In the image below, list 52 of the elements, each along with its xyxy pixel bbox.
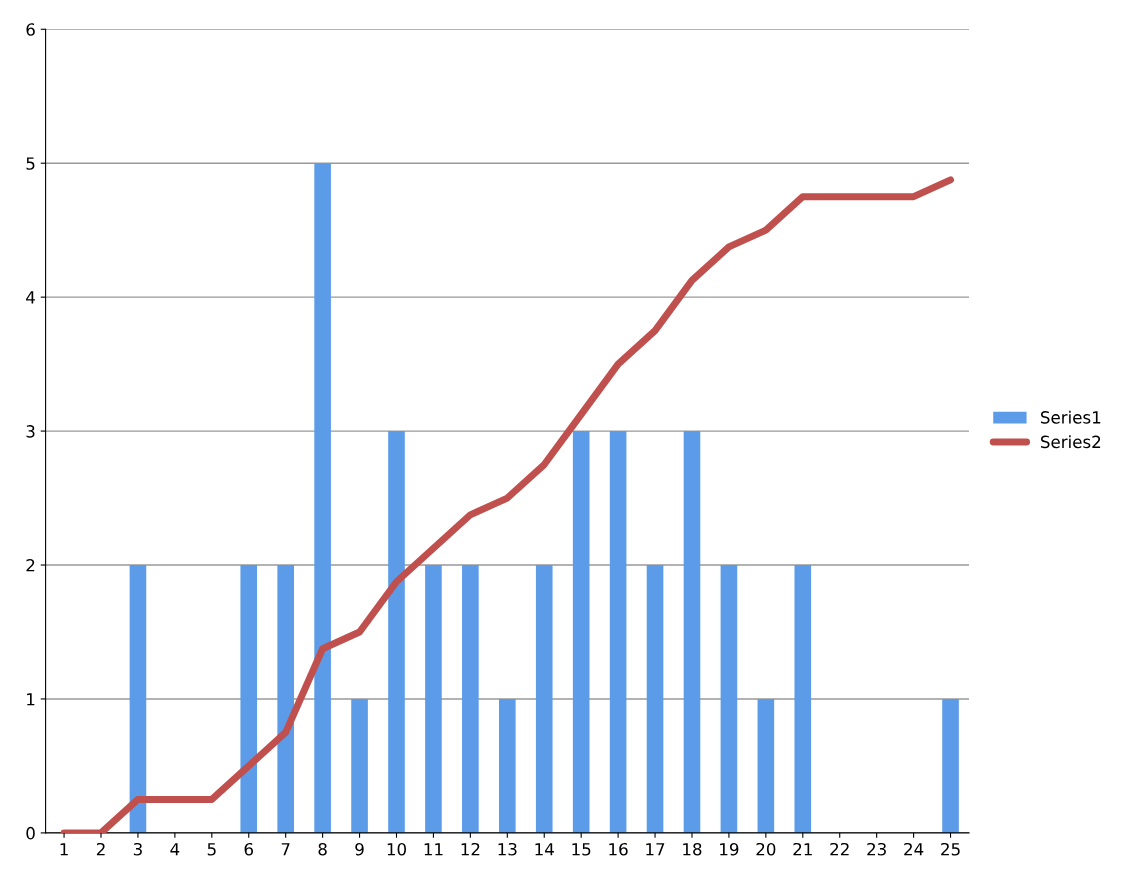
legend-label: Series2 <box>1041 435 1101 449</box>
x-tick-label: 12 <box>461 842 480 856</box>
x-tick-label: 2 <box>96 842 105 856</box>
bar <box>609 431 627 833</box>
bar <box>314 163 331 833</box>
x-tick-label: 14 <box>535 843 554 856</box>
bar <box>425 565 442 833</box>
x-tick-label: 17 <box>646 843 665 856</box>
bar <box>129 565 147 833</box>
x-tick-label: 4 <box>170 843 180 856</box>
bar <box>277 565 294 833</box>
x-tick-label: 18 <box>683 842 702 856</box>
bar <box>794 565 812 833</box>
bar <box>572 431 590 833</box>
bar <box>683 431 701 833</box>
x-tick-label: 6 <box>244 842 253 856</box>
y-tick-label: 5 <box>26 157 35 170</box>
x-tick-label: 25 <box>941 842 960 856</box>
x-tick-label: 10 <box>387 842 406 856</box>
bar <box>646 565 664 833</box>
x-tick-label: 15 <box>572 843 591 856</box>
x-tick-label: 1 <box>60 843 68 856</box>
y-tick-label: 2 <box>26 558 35 572</box>
bar <box>535 565 553 833</box>
x-tick-label: 20 <box>756 842 776 856</box>
x-tick-label: 11 <box>424 843 443 856</box>
x-tick-label: 5 <box>207 843 216 856</box>
x-tick-label: 8 <box>318 842 327 856</box>
x-tick-label: 19 <box>720 842 739 856</box>
x-tick-label: 3 <box>133 842 142 856</box>
bar <box>388 431 405 833</box>
bar <box>720 565 738 833</box>
bar <box>498 698 516 833</box>
y-tick-label: 6 <box>26 23 35 36</box>
y-tick-label: 4 <box>26 291 35 304</box>
y-tick-label: 1 <box>27 693 35 706</box>
bar <box>757 698 775 833</box>
y-tick-label: 3 <box>26 425 35 438</box>
bar <box>942 698 959 833</box>
legend-label: Series1 <box>1041 410 1101 424</box>
bar <box>240 565 258 833</box>
x-tick-label: 23 <box>867 842 886 856</box>
x-tick-label: 22 <box>830 842 849 856</box>
x-tick-label: 9 <box>355 842 364 856</box>
x-tick-label: 24 <box>904 842 924 856</box>
y-tick-label: 0 <box>26 826 35 840</box>
bar <box>351 698 368 833</box>
x-tick-label: 13 <box>498 842 517 856</box>
x-tick-label: 7 <box>281 843 290 856</box>
bar <box>462 565 479 833</box>
x-tick-label: 21 <box>793 842 812 856</box>
x-tick-label: 16 <box>609 842 628 856</box>
